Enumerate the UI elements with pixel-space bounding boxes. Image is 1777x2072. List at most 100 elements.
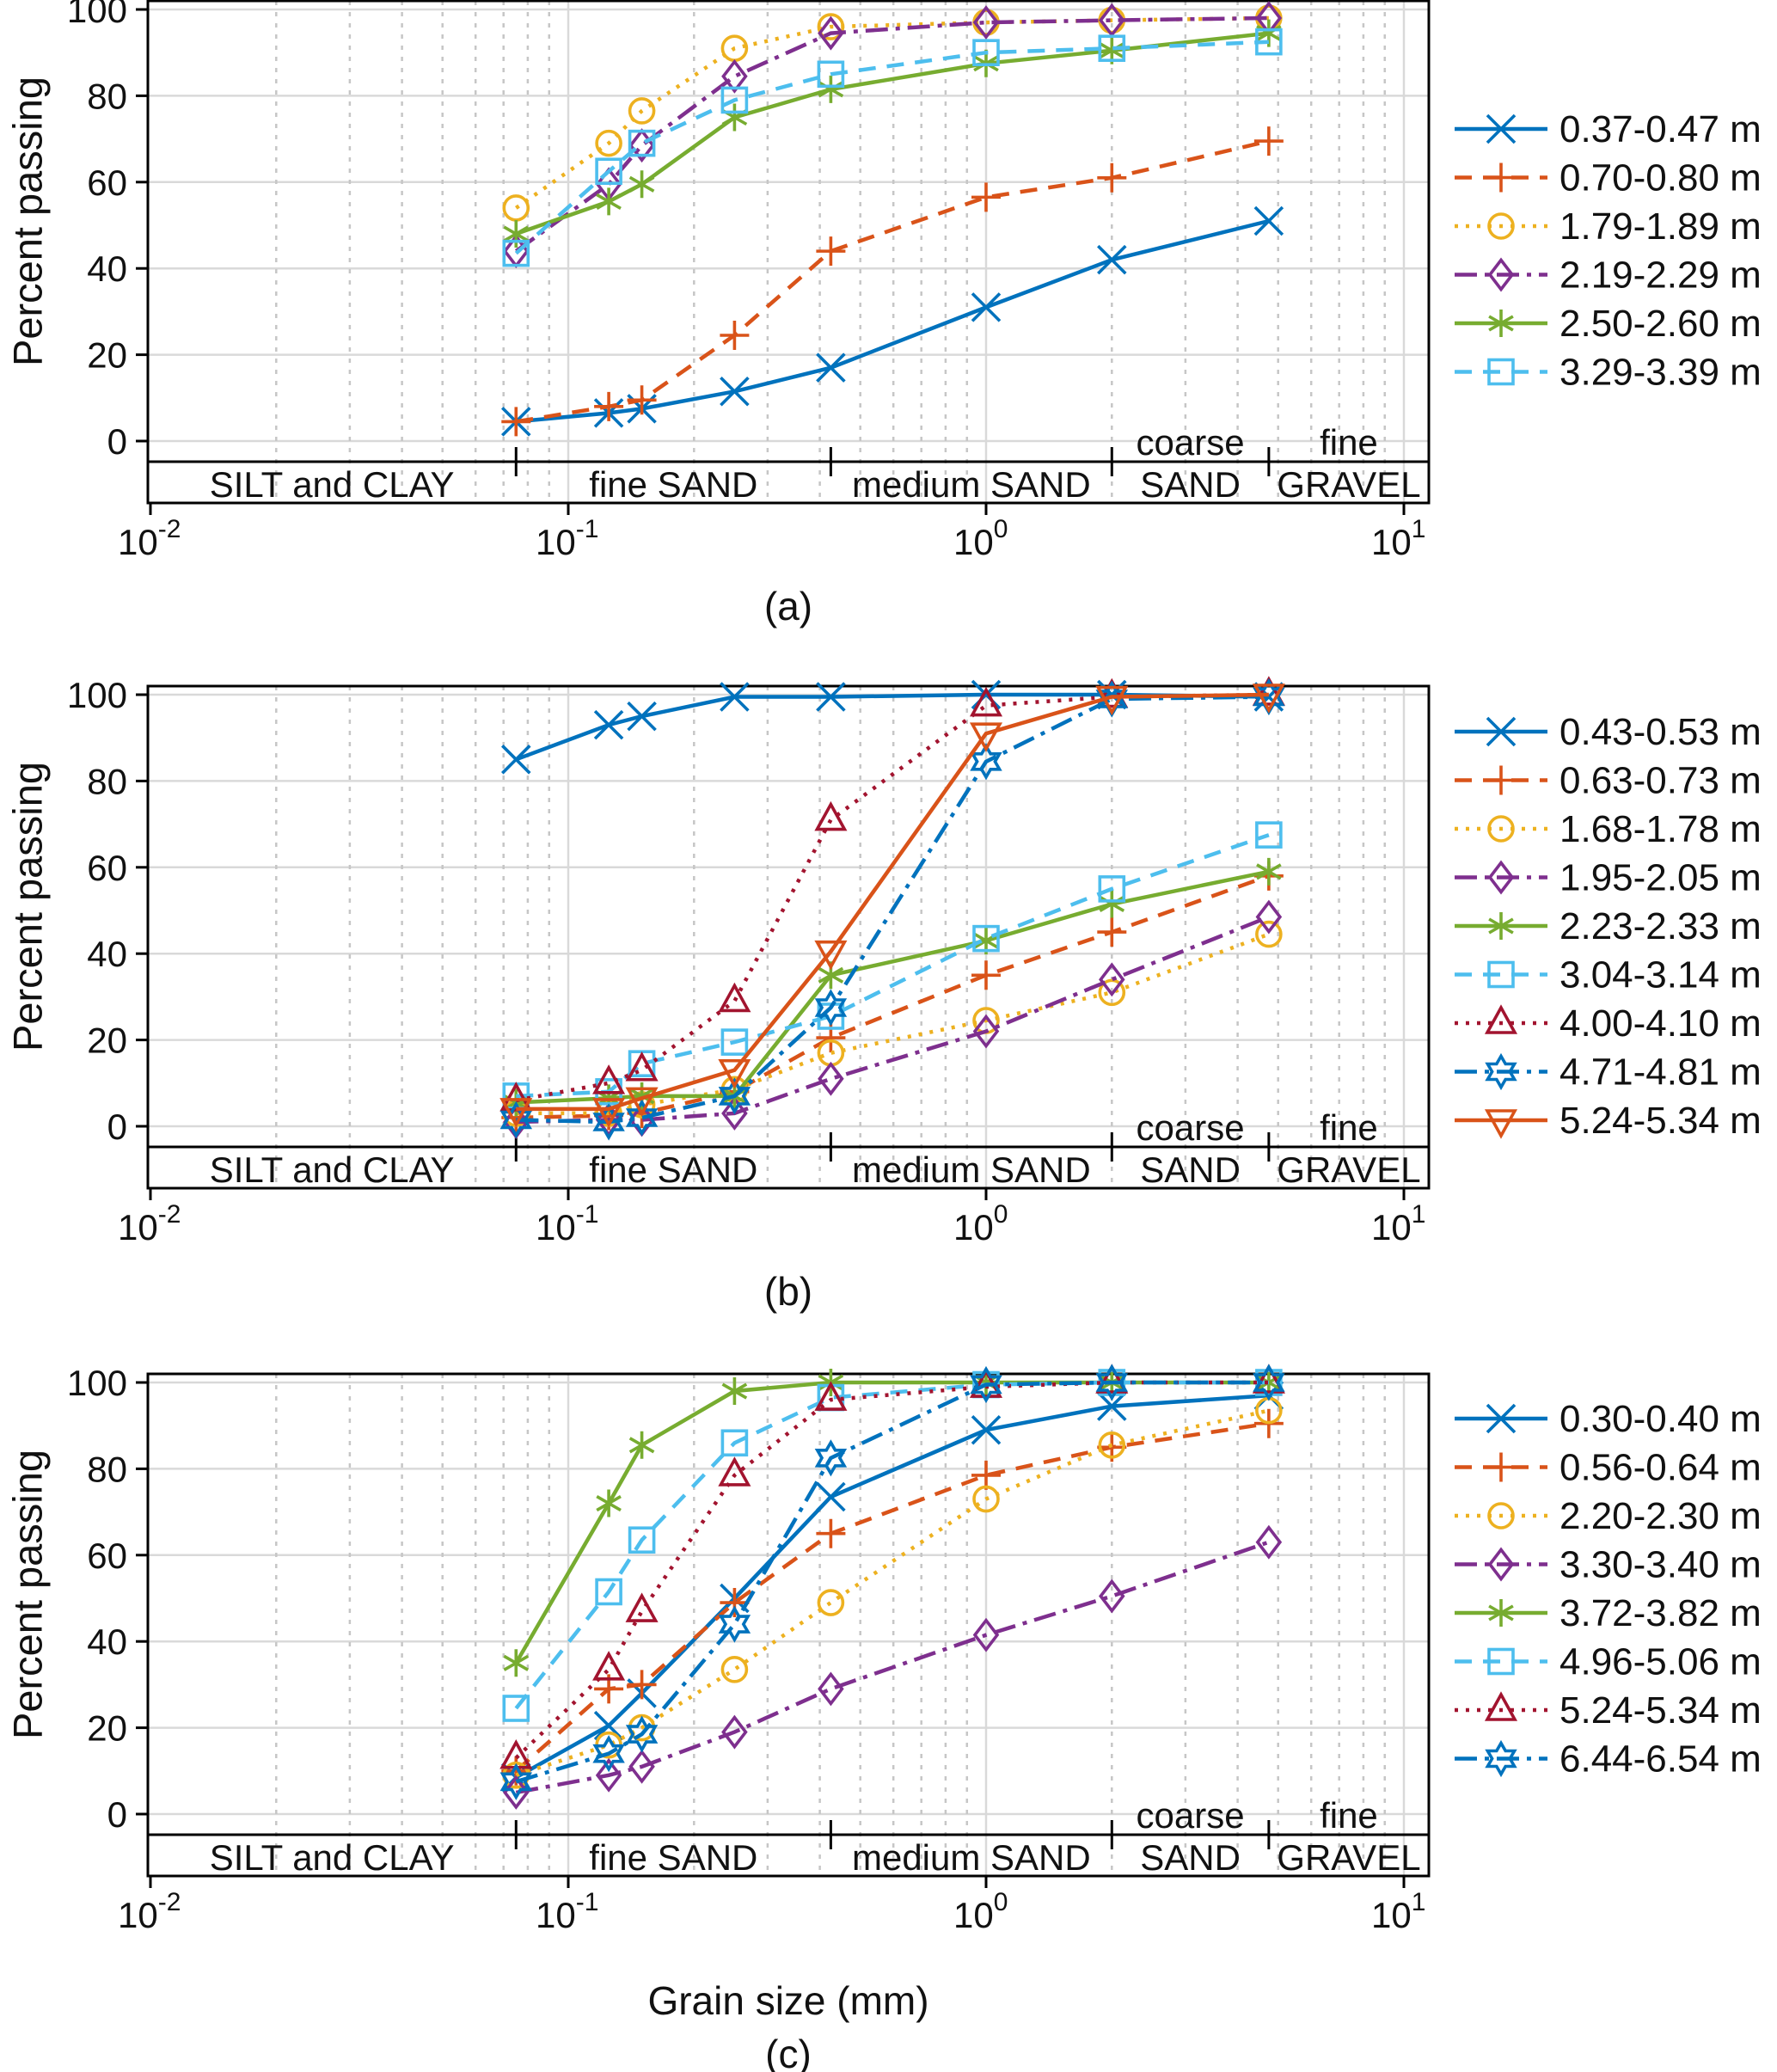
hexagram-marker [814,1439,848,1477]
band-label-bottom: GRAVEL [1277,1149,1420,1190]
plus-marker [1486,765,1516,795]
triangle-up-marker [718,982,751,1013]
triangle-up-marker [969,686,1003,717]
circle-marker [1098,978,1126,1007]
square-marker [1255,821,1283,849]
x-tick-label: 10-1 [536,1888,598,1935]
x-marker [1253,205,1284,236]
band-label-top: coarse [1137,1795,1245,1836]
triangle-up-marker [1095,1364,1129,1394]
band-label-bottom: SAND [1140,1149,1241,1190]
y-tick-label: 60 [87,162,127,203]
legend-entry-2-19-2-29-m: 2.19-2.29 m [1455,254,1762,297]
series-line [515,1540,1270,1795]
y-tick-label: 20 [87,335,127,376]
plus-marker [627,1670,657,1700]
y-tick-label: 0 [107,1106,127,1147]
series-3-29-3-39-m [502,28,1283,267]
circle-marker [502,194,530,222]
y-tick-label: 0 [107,1794,127,1835]
plus-marker [1486,162,1516,193]
plot-box [146,684,1431,1190]
x-tick-label: 10-2 [118,515,181,562]
legend-entry-1-79-1-89-m: 1.79-1.89 m [1455,205,1762,248]
y-tick-label: 40 [87,934,127,974]
series-3-30-3-40-m [503,1524,1283,1810]
x-tick-label: 100 [953,515,1008,562]
plot-box [146,1372,1431,1878]
series-line [516,869,1270,1105]
band-label-top: coarse [1137,422,1245,463]
x-tick-label: 101 [1371,1200,1425,1247]
x-marker [593,1710,624,1741]
band-label: medium SAND [852,1149,1091,1190]
triangle-up-marker [592,1651,626,1681]
circle-marker [595,129,622,157]
legend-entry-1-68-1-78-m: 1.68-1.78 m [1455,808,1762,850]
legend-entry-3-04-3-14-m: 3.04-3.14 m [1455,954,1762,996]
hexagram-marker [970,1365,1002,1404]
diamond-marker [972,5,1000,40]
legend-entry-2-50-2-60-m: 2.50-2.60 m [1455,303,1762,345]
square-marker [595,1578,622,1606]
legend-entry-0-43-0-53-m: 0.43-0.53 m [1455,711,1762,753]
legend-label: 4.71-4.81 m [1559,1051,1762,1094]
y-tick-label: 20 [87,1021,127,1061]
series-0-37-0-47-m [501,205,1284,437]
triangle-up-marker [625,1051,659,1082]
triangle-up-marker [814,800,848,831]
series-5-24-5-34-m [499,684,1285,1128]
triangle-down-marker [969,722,1003,752]
circle-marker [1487,815,1515,843]
diamond-marker [972,1617,1000,1652]
hexagram-marker [814,989,848,1027]
diamond-marker [595,1757,622,1793]
series-line [515,1408,1270,1777]
series-line [516,833,1270,1099]
x-tick-label: 10-2 [118,1888,181,1935]
square-marker [595,157,622,186]
x-tick-label: 10-1 [536,515,598,562]
square-marker [1487,1647,1515,1676]
plus-marker [1097,162,1127,193]
asterisk-marker [721,103,748,132]
hexagram-marker [718,1605,751,1643]
x-axis-label: Grain size (mm) [647,1978,929,2023]
triangle-down-marker [718,1058,751,1089]
panel-caption-a: (a) [763,584,813,628]
asterisk-marker [1256,857,1282,886]
x-marker [501,745,531,775]
square-marker [628,1526,656,1554]
legend-label: 0.37-0.47 m [1559,108,1762,150]
series-line [514,40,1269,255]
legend-label: 3.72-3.82 m [1559,1592,1762,1634]
band-label: SILT and CLAY [210,464,455,505]
triangle-down-marker [592,1098,626,1128]
x-marker [720,682,750,712]
panel-caption-c: (c) [765,2032,812,2072]
legend-entry-3-72-3-82-m: 3.72-3.82 m [1455,1592,1762,1634]
legend-label: 0.70-0.80 m [1559,157,1762,199]
y-tick-label: 60 [87,1536,127,1576]
triangle-down-marker [1252,684,1285,714]
legend-entry-0-56-0-64-m: 0.56-0.64 m [1455,1447,1762,1489]
square-marker [1487,358,1515,386]
x-tick-label: 101 [1371,515,1425,562]
diamond-marker [721,1095,748,1131]
diamond-marker [628,1749,655,1784]
hexagram-marker [625,1715,659,1753]
plus-marker [971,182,1001,212]
legend-label: 5.24-5.34 m [1559,1689,1762,1732]
x-tick-label: 10-2 [118,1200,181,1247]
circle-marker [817,1589,845,1616]
plus-marker [816,236,846,267]
diamond-marker [972,1014,1000,1049]
diamond-marker [1255,899,1283,935]
hexagram-marker [592,1103,625,1141]
legend-label: 0.56-0.64 m [1559,1447,1762,1489]
legend-label: 3.30-3.40 m [1559,1544,1762,1586]
legend-entry-0-30-0-40-m: 0.30-0.40 m [1455,1398,1762,1440]
x-marker [1486,1403,1517,1434]
